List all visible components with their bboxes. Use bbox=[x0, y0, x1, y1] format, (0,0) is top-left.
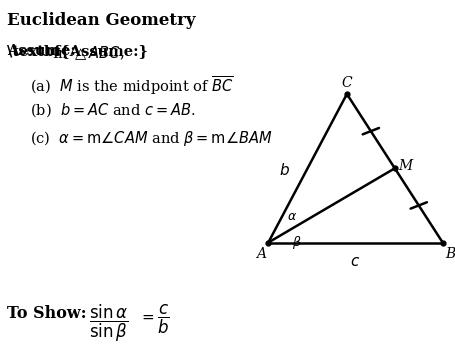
Text: $\beta$: $\beta$ bbox=[292, 234, 301, 251]
Text: $\dfrac{c}{b}$: $\dfrac{c}{b}$ bbox=[157, 303, 170, 336]
Text: To Show:: To Show: bbox=[7, 305, 86, 322]
Text: In $\triangle ABC$,: In $\triangle ABC$, bbox=[52, 44, 125, 62]
Text: (c)  $\alpha = \mathrm{m}\angle CAM$ and $\beta = \mathrm{m}\angle BAM$: (c) $\alpha = \mathrm{m}\angle CAM$ and … bbox=[30, 129, 272, 148]
Text: $c$: $c$ bbox=[350, 255, 360, 269]
Text: (b)  $b = AC$ and $c = AB$.: (b) $b = AC$ and $c = AB$. bbox=[30, 101, 195, 119]
Text: (a)  $M$ is the midpoint of $\overline{BC}$: (a) $M$ is the midpoint of $\overline{BC… bbox=[30, 74, 233, 97]
Text: \textbf{Assume:}: \textbf{Assume:} bbox=[7, 44, 148, 58]
Text: Euclidean Geometry: Euclidean Geometry bbox=[7, 12, 195, 29]
Text: $=$: $=$ bbox=[139, 310, 155, 324]
Text: $b$: $b$ bbox=[279, 162, 290, 178]
Text: $\dfrac{\sin\alpha}{\sin\beta}$: $\dfrac{\sin\alpha}{\sin\beta}$ bbox=[89, 303, 128, 344]
Text: M: M bbox=[399, 159, 413, 173]
Text: $\alpha$: $\alpha$ bbox=[287, 211, 297, 223]
Text: Assume:: Assume: bbox=[7, 44, 76, 58]
Text: C: C bbox=[342, 76, 352, 90]
Text: B: B bbox=[445, 247, 455, 261]
Text: A: A bbox=[256, 247, 266, 261]
